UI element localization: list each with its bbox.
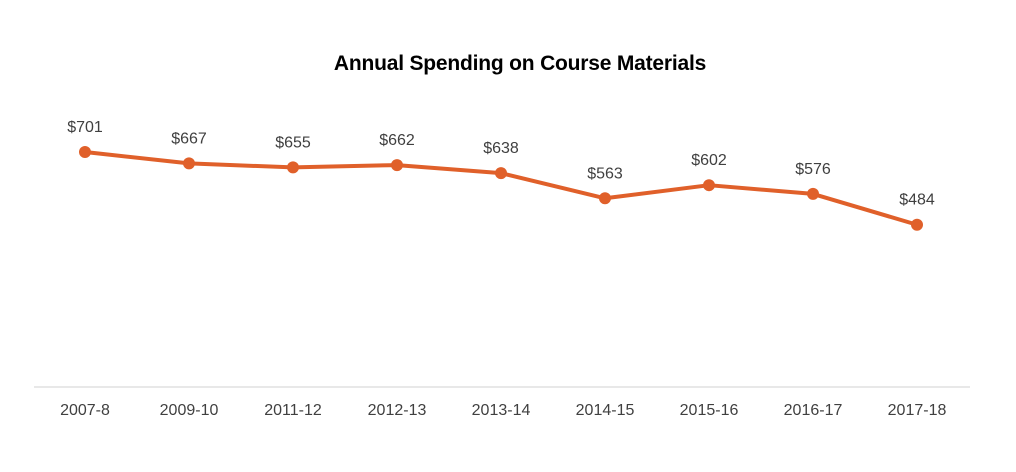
data-point	[391, 159, 403, 172]
data-label: $662	[379, 132, 415, 149]
data-labels: $701 $667 $655 $662 $638 $563 $602 $576 $484	[67, 119, 935, 209]
x-tick-label: 2016-17	[784, 402, 843, 419]
data-label: $576	[795, 161, 831, 178]
series-line	[83, 150, 919, 227]
data-point	[287, 161, 299, 174]
data-point	[599, 192, 611, 205]
x-tick-label: 2015-16	[680, 402, 739, 419]
data-point	[703, 179, 715, 192]
x-tick-label: 2013-14	[472, 402, 531, 419]
chart-title: Annual Spending on Course Materials	[333, 52, 707, 75]
data-point	[807, 187, 819, 200]
data-label: $701	[67, 119, 103, 136]
data-label: $667	[171, 130, 207, 147]
x-tick-label: 2009-10	[160, 402, 219, 419]
x-tick-label: 2011-12	[264, 402, 322, 419]
data-label: $655	[275, 134, 311, 151]
data-point	[495, 167, 507, 180]
x-tick-label: 2007-8	[60, 402, 110, 419]
x-tick-labels: 2007-8 2009-10 2011-12 2012-13 2013-14 2014-1…	[60, 402, 946, 419]
data-point	[183, 157, 195, 170]
data-point	[79, 146, 91, 158]
data-points	[79, 146, 923, 231]
data-label: $638	[483, 140, 519, 157]
data-label: $484	[899, 192, 935, 209]
data-label: $563	[587, 165, 623, 182]
x-tick-label: 2012-13	[368, 402, 427, 419]
x-tick-label: 2014-15	[576, 402, 635, 419]
data-label: $602	[691, 152, 727, 169]
x-tick-label: 2017-18	[888, 402, 947, 419]
data-point	[911, 218, 923, 231]
